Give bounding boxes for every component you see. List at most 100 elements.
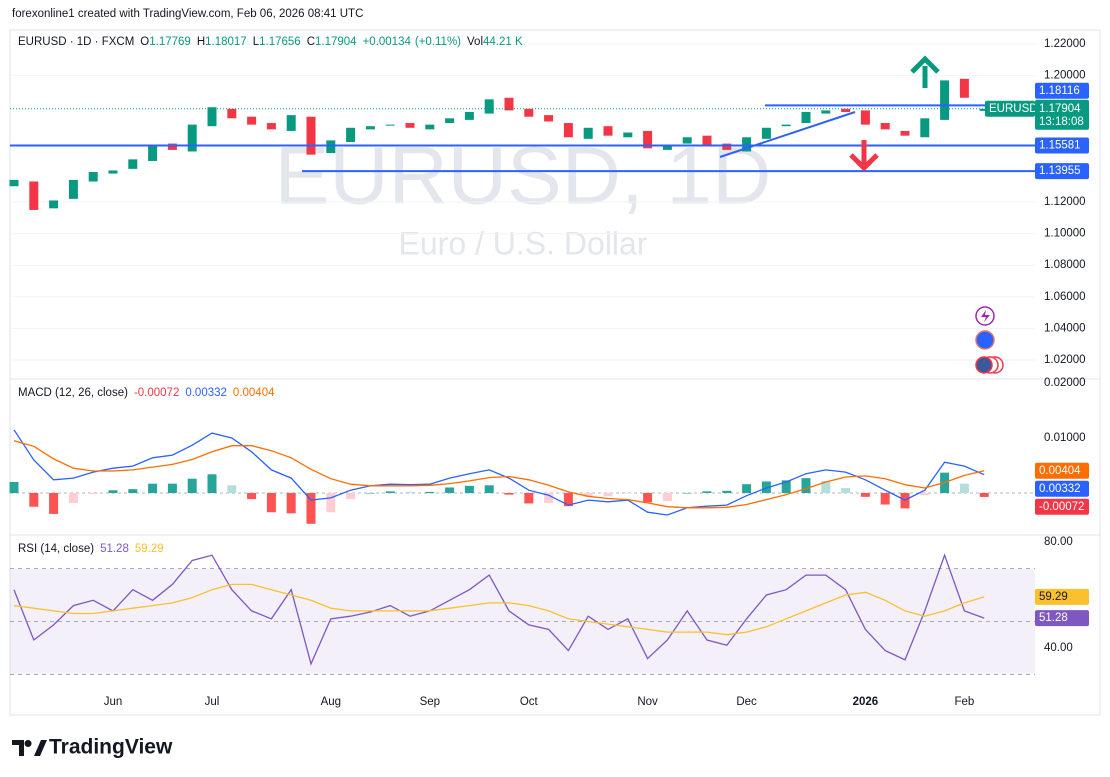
histogram-bar (29, 492, 39, 507)
candle (563, 123, 573, 138)
indicator-label-box (1035, 610, 1089, 627)
y-tick-label: 80.00 (1044, 536, 1073, 548)
indicator-value: 59.29 (135, 543, 164, 555)
change-percent: (+0.11%) (415, 36, 461, 48)
ohlc-label: O (140, 36, 149, 48)
price-label: 1.17904 (1039, 103, 1081, 115)
candle (68, 179, 78, 199)
indicator-name: RSI (14, close) (18, 543, 94, 555)
candle (326, 140, 336, 154)
candle (306, 116, 316, 155)
histogram-bar (623, 492, 633, 494)
event-icon[interactable] (975, 356, 993, 374)
histogram-bar (326, 492, 336, 513)
histogram-bar (385, 491, 395, 493)
candle (425, 124, 435, 130)
candle (979, 108, 989, 111)
y-tick-label: 0.01000 (1044, 432, 1086, 444)
histogram-bar (346, 492, 356, 500)
histogram-bar (484, 485, 494, 493)
candle (801, 111, 811, 124)
candle (247, 116, 257, 125)
plot-layer: 1.22000 1.20000 1.12000 1.10000 1.08000 1.060… (9, 36, 1100, 708)
histogram-bar (702, 491, 712, 493)
histogram-bar (781, 480, 791, 493)
histogram-bar (167, 483, 177, 493)
indicator-label: 0.00332 (1039, 483, 1081, 495)
candle (841, 108, 851, 112)
candle (108, 170, 118, 174)
indicator-label-box (1035, 462, 1089, 479)
ohlc-value: 1.18017 (205, 36, 247, 48)
candle (49, 200, 59, 209)
candle (623, 132, 633, 138)
candle (405, 123, 415, 128)
candle (484, 99, 494, 114)
x-tick-label: 2026 (853, 696, 879, 708)
symbol: EURUSD · 1D · FXCM (18, 36, 134, 48)
candle (781, 124, 791, 127)
indicator-legend: MACD (12, 26, close) -0.00072 0.00332 0.004… (18, 387, 275, 399)
histogram-bar (801, 478, 811, 493)
level-label-box (1035, 163, 1089, 180)
level-label: 1.15581 (1039, 139, 1081, 151)
histogram-bar (49, 492, 59, 514)
histogram-bar (207, 474, 217, 493)
candle (346, 127, 356, 142)
candle (702, 135, 712, 146)
logo-mark (12, 740, 47, 756)
indicator-legend: RSI (14, close) 51.28 59.29 (18, 543, 164, 555)
level-label-box (1035, 82, 1089, 99)
indicator-label: 0.00404 (1039, 465, 1081, 477)
ohlc-label: L (253, 36, 260, 48)
change: +0.00134 (363, 36, 412, 48)
watermark-description: Euro / U.S. Dollar (399, 225, 648, 261)
countdown: 13:18:08 (1039, 116, 1084, 128)
candle (860, 110, 870, 125)
price-tag: EURUSD (989, 103, 1038, 115)
y-tick-label: 1.02000 (1044, 354, 1086, 366)
watermark: EURUSD, 1D (275, 131, 772, 222)
histogram-bar (128, 489, 138, 493)
histogram-bar (880, 492, 890, 505)
candle (524, 108, 534, 117)
candle (761, 127, 771, 139)
attribution: forexonline1 created with TradingView.co… (12, 8, 363, 20)
candle (643, 130, 653, 149)
histogram-bar (148, 483, 158, 493)
histogram-bar (920, 492, 930, 496)
candle (722, 143, 732, 150)
indicator-line (13, 429, 985, 516)
y-tick-label: 1.04000 (1044, 322, 1086, 334)
indicator-label-box (1035, 480, 1089, 497)
histogram-bar (959, 483, 969, 493)
price-tag-box (985, 100, 1035, 117)
candle (940, 80, 950, 120)
candle (662, 145, 672, 150)
candle (286, 115, 296, 131)
y-tick-label: 1.12000 (1044, 196, 1086, 208)
histogram-bar (187, 478, 197, 493)
candle (682, 137, 692, 144)
volume-value: 44.21 K (483, 36, 523, 48)
histogram-bar (68, 492, 78, 503)
candle (959, 78, 969, 98)
indicator-line (13, 440, 985, 509)
x-tick-label: Aug (321, 696, 341, 708)
histogram-bar (365, 492, 375, 494)
candle (821, 110, 831, 114)
histogram-bar (504, 492, 514, 495)
indicator-value: 51.28 (100, 543, 129, 555)
brand-logo: TradingView (12, 736, 173, 759)
event-icon[interactable] (975, 330, 995, 350)
histogram-bar (860, 492, 870, 497)
histogram-bar (563, 492, 573, 507)
y-tick-label: 1.08000 (1044, 259, 1086, 271)
candle (603, 126, 613, 136)
histogram-bar (761, 481, 771, 493)
candle (583, 127, 593, 139)
indicator-value: 0.00332 (185, 387, 227, 399)
candle (207, 107, 217, 127)
indicator-label-box (1035, 588, 1089, 605)
candle (742, 137, 752, 152)
